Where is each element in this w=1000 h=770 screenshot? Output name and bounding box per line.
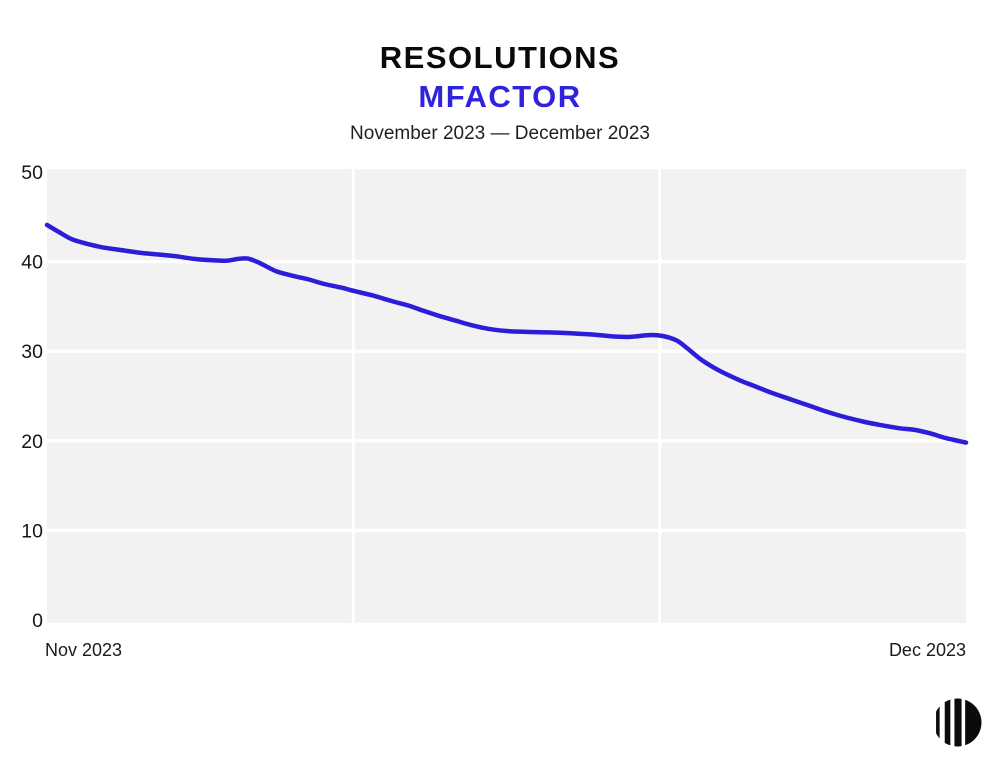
y-tick-label-20: 20 [21,431,43,453]
y-tick-label-50: 50 [21,162,43,184]
chart-subtitle: MFACTOR [418,79,582,114]
x-axis-label-start: Nov 2023 [45,640,123,660]
line-chart: 0 10 20 30 40 50 [21,162,969,632]
logo-bars [936,698,982,747]
plot-panel-background [47,169,966,623]
chart-title: RESOLUTIONS [379,40,621,75]
y-tick-label-10: 10 [21,520,43,542]
x-axis-label-end: Dec 2023 [888,640,966,660]
y-tick-label-30: 30 [21,341,43,363]
series-line-mfactor [44,222,969,445]
striped-sphere-logo [936,698,982,747]
y-tick-label-40: 40 [21,252,43,274]
chart-date-range: November 2023 — December 2023 [350,123,650,144]
chart-header: RESOLUTIONS MFACTOR November 2023 — Dece… [0,38,1000,146]
y-tick-label-0: 0 [32,610,43,632]
